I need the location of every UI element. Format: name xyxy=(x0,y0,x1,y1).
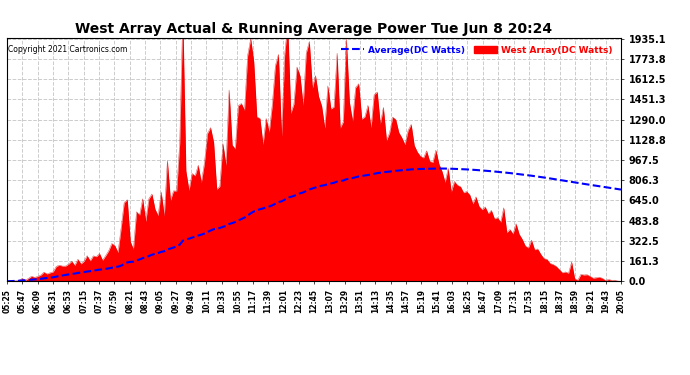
Legend: Average(DC Watts), West Array(DC Watts): Average(DC Watts), West Array(DC Watts) xyxy=(337,42,616,58)
Text: Copyright 2021 Cartronics.com: Copyright 2021 Cartronics.com xyxy=(8,45,127,54)
Title: West Array Actual & Running Average Power Tue Jun 8 20:24: West Array Actual & Running Average Powe… xyxy=(75,22,553,36)
